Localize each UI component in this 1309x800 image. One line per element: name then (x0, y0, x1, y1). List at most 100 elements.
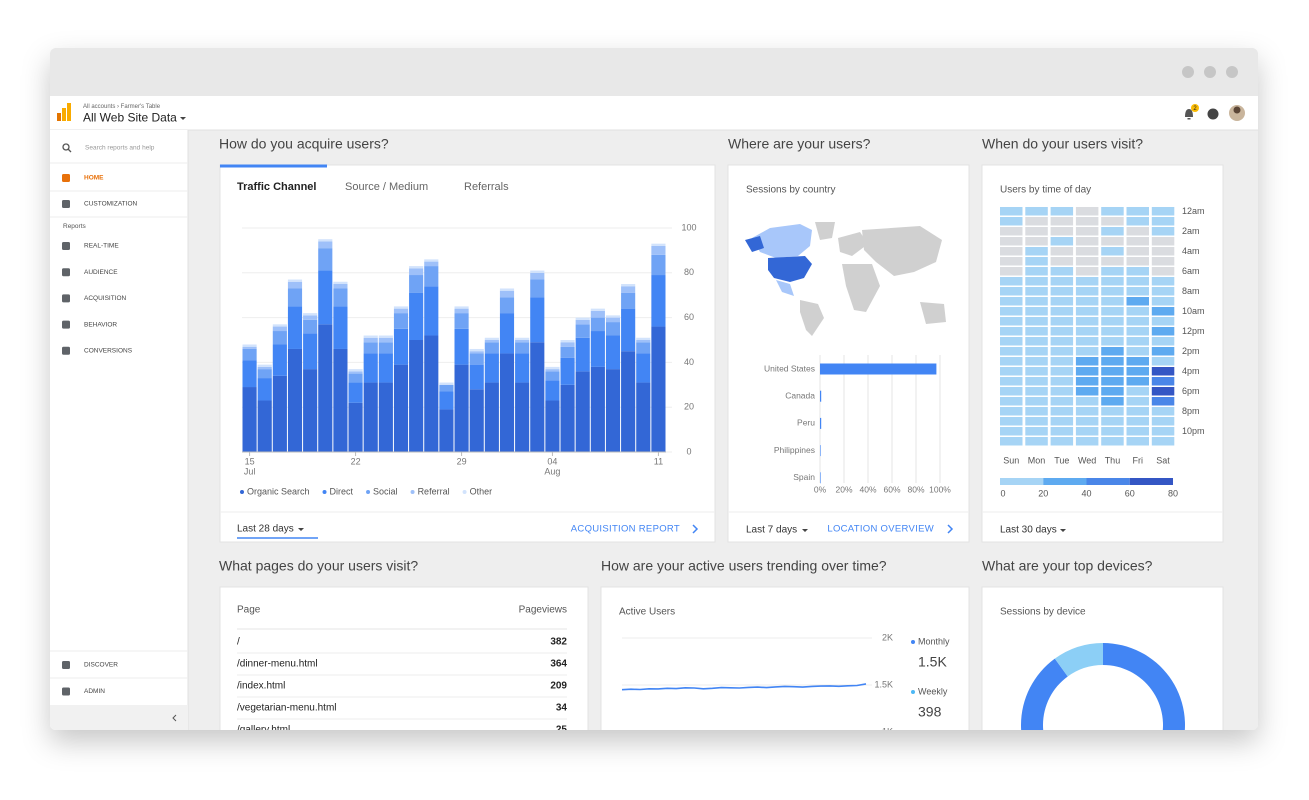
nav-item[interactable]: ACQUISITION (84, 295, 127, 302)
heat-cell (1025, 387, 1048, 396)
nav-icon (62, 242, 70, 250)
bar-segment (515, 353, 530, 383)
nav-item[interactable]: HOME (84, 175, 104, 182)
date-range[interactable]: Last 28 days (237, 524, 294, 535)
report-link[interactable]: ACQUISITION REPORT (571, 524, 680, 535)
x-tick-label: 22 (351, 456, 361, 466)
page-path[interactable]: /gallery.html (237, 725, 290, 736)
heat-cell (1075, 327, 1099, 336)
bar-segment (363, 342, 378, 354)
bar-segment (424, 335, 439, 452)
bell-icon[interactable] (1185, 109, 1193, 120)
bar-segment (605, 369, 621, 452)
column-label: Fri (1133, 455, 1144, 465)
date-range[interactable]: Last 7 days (746, 525, 797, 536)
window-dot[interactable] (1204, 66, 1216, 78)
tab[interactable]: Source / Medium (345, 181, 428, 193)
heat-cell (1126, 407, 1149, 416)
heat-cell (1101, 307, 1124, 316)
dropdown-caret[interactable] (180, 117, 186, 120)
row-label: 2am (1182, 226, 1200, 236)
heat-cell (1000, 217, 1023, 226)
heat-cell (1050, 407, 1074, 416)
heat-cell (1101, 407, 1124, 416)
heat-cell (1050, 307, 1074, 316)
page-path[interactable]: /index.html (237, 681, 285, 692)
nav-item[interactable]: ADMIN (84, 688, 105, 695)
page-path[interactable]: /dinner-menu.html (237, 659, 318, 670)
nav-item[interactable]: DISCOVER (84, 662, 118, 669)
search-box[interactable]: Search reports and help (85, 145, 155, 152)
window-dot[interactable] (1182, 66, 1194, 78)
legend-swatch (366, 490, 371, 494)
tab[interactable]: Traffic Channel (237, 181, 316, 193)
nav-item[interactable]: REAL-TIME (84, 243, 119, 250)
heat-cell (1000, 317, 1023, 326)
bar-segment (469, 389, 484, 452)
heat-cell (1151, 327, 1175, 336)
bar-segment (409, 292, 424, 340)
y-tick-label: 60 (684, 312, 694, 322)
heat-cell (1050, 327, 1074, 336)
heat-cell (1126, 237, 1149, 246)
bar-segment (303, 369, 318, 452)
nav-item[interactable]: BEHAVIOR (84, 321, 117, 328)
bar-segment (469, 348, 484, 352)
nav-icon (62, 174, 70, 182)
heat-cell (1151, 427, 1175, 436)
bar-segment (272, 326, 287, 332)
heat-cell (1101, 217, 1124, 226)
bar-segment (303, 313, 318, 316)
bar-segment (303, 319, 318, 334)
nav-item[interactable]: CONVERSIONS (84, 348, 133, 355)
legend-label: Other (470, 486, 493, 496)
legend-tick-label: 0 (1000, 488, 1005, 498)
page-path[interactable]: / (237, 637, 240, 648)
nav-icon (62, 268, 70, 277)
legend-swatch (911, 690, 915, 694)
bar-segment (242, 387, 257, 452)
heat-cell (1000, 247, 1023, 256)
x-tick-label: 29 (457, 456, 467, 466)
help-icon[interactable] (1207, 108, 1219, 120)
bar-segment (333, 348, 348, 452)
property-selector[interactable]: All Web Site Data (83, 111, 177, 125)
collapse-icon[interactable] (172, 714, 177, 722)
bar-segment (348, 373, 363, 383)
bar-segment (575, 371, 590, 452)
nav-item[interactable]: CUSTOMIZATION (84, 201, 138, 208)
bar-segment (530, 342, 545, 452)
sidebar (50, 130, 188, 730)
report-link[interactable]: LOCATION OVERVIEW (827, 524, 934, 535)
heat-cell (1000, 257, 1023, 266)
search-icon (67, 148, 72, 153)
chevron[interactable] (692, 524, 954, 534)
bar-segment (560, 340, 575, 343)
bar-segment (499, 297, 515, 314)
heat-cell (1075, 357, 1099, 366)
date-range[interactable]: Last 30 days (1000, 525, 1057, 536)
collapse-bar[interactable] (50, 705, 188, 730)
bar-segment (242, 360, 257, 388)
bar-segment (363, 353, 378, 383)
heat-cell (1075, 257, 1099, 266)
breadcrumb[interactable]: All accounts › Farmer's Table (83, 104, 161, 110)
bar-segment (333, 281, 348, 284)
window-dot[interactable] (1226, 66, 1238, 78)
card (727, 164, 970, 543)
heat-cell (1126, 327, 1149, 336)
page-path[interactable]: /vegetarian-menu.html (237, 703, 337, 714)
bar-segment (621, 308, 636, 352)
bar-segment (560, 346, 575, 358)
nav-icon (62, 346, 70, 355)
bar-segment (318, 239, 333, 242)
heat-cell (1025, 227, 1048, 236)
tab[interactable]: Referrals (464, 181, 509, 193)
bar-segment (424, 259, 439, 262)
heat-cell (1075, 297, 1099, 306)
x-tick-label: 60% (883, 484, 900, 494)
nav-item[interactable]: AUDIENCE (84, 269, 118, 276)
legend-label: Organic Search (247, 486, 310, 496)
heat-cell (1000, 267, 1023, 276)
